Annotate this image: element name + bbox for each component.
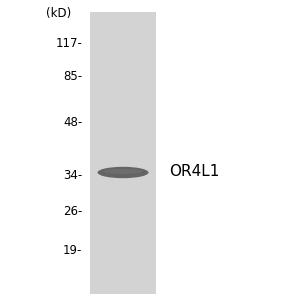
Text: 19-: 19- — [63, 244, 83, 257]
Text: 26-: 26- — [63, 205, 83, 218]
Text: (kD): (kD) — [46, 7, 71, 20]
Text: 48-: 48- — [63, 116, 82, 130]
Text: 34-: 34- — [63, 169, 82, 182]
Bar — [90, 12, 156, 294]
Text: OR4L1: OR4L1 — [169, 164, 220, 178]
Ellipse shape — [104, 169, 142, 174]
Text: 85-: 85- — [63, 70, 82, 83]
Ellipse shape — [98, 167, 148, 178]
Text: 117-: 117- — [56, 37, 82, 50]
